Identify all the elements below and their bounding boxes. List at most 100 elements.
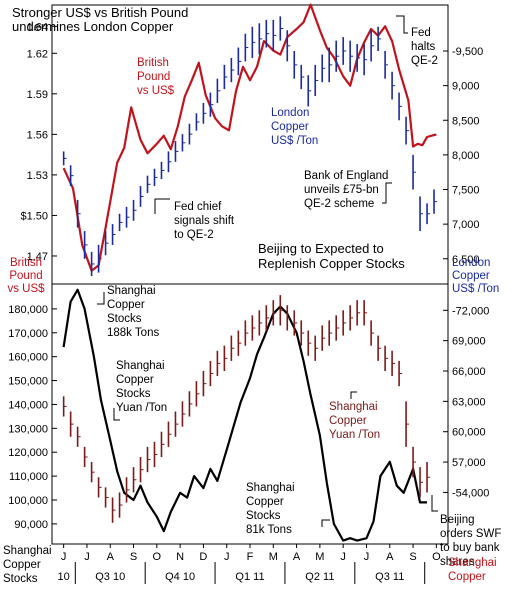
annotation-line: Shanghai bbox=[107, 285, 156, 297]
annotation-line: Shanghai bbox=[246, 482, 295, 494]
annotation-copper-yuan: Shanghai Copper Yuan /Ton bbox=[329, 401, 380, 441]
annotation-line: Shanghai bbox=[329, 401, 378, 413]
top-right-tick-label: -9,500 bbox=[452, 46, 483, 58]
annotation-line: Shanghai bbox=[3, 545, 52, 557]
annotation-line: vs US$ bbox=[137, 85, 175, 97]
annotation-line: halts bbox=[411, 41, 436, 53]
bottom-axis-ticks: 90,000 100,000 110,000 120,000 130,000 140,00… bbox=[8, 304, 489, 531]
annotation-line: Stocks bbox=[116, 388, 151, 400]
annotation-shanghai-copper-corner: Shanghai Copper bbox=[448, 557, 497, 583]
x-month-label: J bbox=[61, 551, 67, 563]
top-right-tick-label: 7,500 bbox=[452, 185, 480, 197]
x-period-label: Q3 11 bbox=[375, 571, 404, 583]
top-right-tick-label: 7,000 bbox=[452, 219, 480, 231]
top-series-marks bbox=[62, 3, 438, 277]
annotation-line: to buy bank bbox=[440, 542, 500, 554]
top-left-tick-label: 1.53 bbox=[27, 170, 48, 182]
bottom-leader-lines bbox=[97, 292, 438, 527]
x-period-label: 10 bbox=[58, 571, 70, 583]
bottom-right-tick-label: 69,000 bbox=[452, 336, 486, 348]
bottom-left-tick-label: 160,000 bbox=[8, 352, 48, 364]
x-month-label: O bbox=[432, 551, 441, 563]
top-left-tick-label: 1.62 bbox=[27, 48, 48, 60]
top-left-tick-label: $1.50 bbox=[20, 210, 48, 222]
annotation-fed-halts: Fed halts QE-2 bbox=[411, 27, 438, 67]
bottom-left-tick-label: 140,000 bbox=[8, 399, 48, 411]
annotation-line: Copper bbox=[107, 299, 145, 311]
top-chart-title-line2: undermines London Copper bbox=[12, 19, 174, 34]
x-month-label: O bbox=[153, 551, 162, 563]
annotation-line: Copper bbox=[3, 559, 41, 571]
x-month-label: N bbox=[176, 551, 184, 563]
annotation-line: Copper bbox=[271, 121, 309, 133]
leader-line-copper-yuan bbox=[350, 391, 357, 399]
bottom-series-line bbox=[62, 288, 427, 542]
bottom-left-tick-label: 120,000 bbox=[8, 447, 48, 459]
annotation-shanghai-stocks-corner: Shanghai Copper Stocks bbox=[3, 545, 52, 585]
annotation-line: Fed chief bbox=[174, 201, 222, 213]
annotation-stocks-81k: Shanghai Copper Stocks 81k Tons bbox=[246, 482, 295, 536]
top-chart-title-line1: Stronger US$ vs British Pound bbox=[12, 5, 188, 20]
bottom-right-tick-label: -72,000 bbox=[452, 305, 489, 317]
x-month-label: M bbox=[269, 551, 278, 563]
annotation-line: Beijing bbox=[440, 514, 475, 526]
x-period-label: Q4 10 bbox=[165, 571, 195, 583]
annotation-line: unveils £75-bn bbox=[304, 184, 379, 196]
annotation-line: Pound bbox=[137, 71, 170, 83]
bottom-chart-title-line1: Beijing to Expected to bbox=[258, 241, 384, 256]
leader-line-188k bbox=[97, 292, 105, 305]
top-left-tick-label: 1.64 bbox=[27, 21, 48, 33]
bottom-right-tick-label: 63,000 bbox=[452, 396, 486, 408]
x-period-label: Q1 11 bbox=[235, 571, 264, 583]
annotation-fed-chief: Fed chief signals shift to QE-2 bbox=[174, 201, 235, 241]
annotation-line: Copper bbox=[329, 415, 367, 427]
bottom-chart-title-line2: Replenish Copper Stocks bbox=[258, 256, 405, 271]
top-series-line bbox=[62, 3, 437, 272]
annotation-stocks-188k: Shanghai Copper Stocks 188k Tons bbox=[107, 285, 159, 339]
x-month-label: S bbox=[409, 551, 416, 563]
annotation-beijing-swf: Beijing orders SWF to buy bank shares bbox=[440, 514, 501, 568]
annotation-line: Copper bbox=[246, 496, 284, 508]
top-left-tick-label: 1.56 bbox=[27, 129, 48, 141]
annotation-line: Copper bbox=[448, 571, 486, 583]
bottom-left-tick-label: 110,000 bbox=[9, 471, 48, 483]
annotation-line: Shanghai bbox=[448, 557, 497, 569]
annotation-line: British bbox=[137, 57, 169, 69]
annotation-line: to QE-2 bbox=[174, 229, 214, 241]
top-left-axis-label: vs US$ bbox=[7, 283, 45, 295]
annotation-bank-of-england: Bank of England unveils £75-bn QE-2 sche… bbox=[304, 170, 388, 210]
top-right-axis-label: US$ /Ton bbox=[452, 283, 499, 295]
annotation-line: Stocks bbox=[107, 313, 142, 325]
top-left-axis-label: Pound bbox=[9, 270, 42, 282]
annotation-line: Fed bbox=[411, 27, 431, 39]
top-left-tick-label: 1.47 bbox=[27, 251, 48, 263]
top-right-axis-label: Copper bbox=[452, 270, 490, 282]
bottom-left-tick-label: 150,000 bbox=[8, 376, 48, 388]
annotation-stocks-yuan: Shanghai Copper Stocks Yuan /Ton bbox=[116, 360, 167, 414]
bottom-left-tick-label: 130,000 bbox=[8, 423, 48, 435]
top-axis-ticks: 1.47 $1.50 1.53 1.56 1.59 1.62 1.64 6,500 7,000 7… bbox=[7, 21, 499, 295]
bottom-left-tick-label: 100,000 bbox=[8, 495, 48, 507]
annotation-line: QE-2 bbox=[411, 55, 438, 67]
leader-line-fed-halts bbox=[396, 15, 408, 34]
x-month-label: A bbox=[293, 551, 301, 563]
leader-line-81k bbox=[321, 519, 330, 527]
annotation-line: US$ /Ton bbox=[271, 135, 318, 147]
annotation-line: signals shift bbox=[174, 215, 235, 227]
annotation-line: Yuan /Ton bbox=[329, 429, 380, 441]
x-month-label: A bbox=[386, 551, 394, 563]
annotation-line: Copper bbox=[116, 374, 154, 386]
x-period-label: Q2 11 bbox=[305, 571, 334, 583]
bottom-right-tick-label: 57,000 bbox=[452, 457, 486, 469]
annotation-line: shares bbox=[440, 556, 475, 568]
top-right-tick-label: 6,500 bbox=[452, 254, 480, 266]
annotation-line: Yuan /Ton bbox=[116, 402, 167, 414]
leader-line-fed-chief bbox=[154, 198, 170, 214]
x-month-label: J bbox=[84, 551, 90, 563]
annotation-british-pound: British Pound vs US$ bbox=[137, 57, 175, 97]
bottom-right-tick-label: 60,000 bbox=[452, 427, 486, 439]
leader-line-bank-of-england bbox=[382, 182, 392, 204]
x-period-label: Q3 10 bbox=[95, 571, 125, 583]
